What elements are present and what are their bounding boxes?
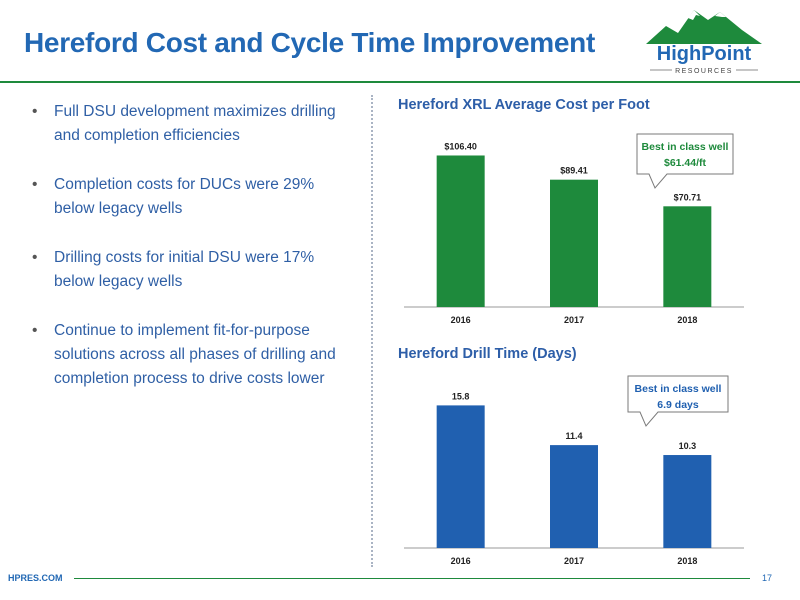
header-rule	[0, 81, 800, 83]
data-label: 10.3	[679, 441, 697, 451]
bar-2017	[550, 445, 598, 548]
data-label: $70.71	[674, 192, 702, 202]
page-number: 17	[762, 573, 773, 583]
callout-text: $61.44/ft	[664, 157, 707, 169]
vertical-divider	[371, 95, 373, 567]
callout-box	[627, 375, 729, 427]
highpoint-logo: HighPoint RESOURCES	[646, 10, 762, 75]
bullet-text: Full DSU development maximizes drilling …	[54, 103, 336, 144]
callout-box	[636, 133, 734, 189]
data-label: $89.41	[560, 166, 588, 176]
bar-2016	[436, 155, 485, 307]
bar-2018	[663, 455, 712, 548]
bullet-text: Drilling costs for initial DSU were 17% …	[54, 249, 315, 290]
callout-text: Best in class well	[635, 383, 722, 395]
page-title: Hereford Cost and Cycle Time Improvement	[24, 27, 595, 58]
data-label: 15.8	[452, 391, 470, 401]
bullet-list: • Full DSU development maximizes drilling…	[30, 100, 350, 416]
data-label: 11.4	[565, 431, 582, 441]
logo-wordmark: HighPoint	[657, 43, 752, 65]
cost-chart-title: Hereford XRL Average Cost per Foot	[398, 97, 650, 113]
x-tick-label: 2017	[564, 556, 584, 566]
bullet-text: Completion costs for DUCs were 29% below…	[54, 176, 315, 217]
cost-per-foot-chart: $106.40 2016 $89.41 2017 $70.71 2018 Best in c…	[404, 133, 744, 325]
bullet-item: • Completion costs for DUCs were 29% belo…	[32, 176, 315, 217]
x-tick-label: 2017	[564, 315, 584, 325]
bullet-item: • Drilling costs for initial DSU were 17%…	[32, 249, 315, 290]
bar-2017	[550, 179, 598, 307]
x-tick-label: 2016	[451, 556, 471, 566]
bar-2016	[436, 405, 485, 548]
footer-rule	[74, 578, 750, 579]
data-label: $106.40	[444, 141, 477, 151]
mountain-icon	[646, 10, 762, 44]
logo-subtitle: RESOURCES	[675, 68, 733, 75]
bullet-item: • Full DSU development maximizes drilling…	[32, 103, 336, 144]
callout-text: Best in class well	[642, 141, 729, 153]
x-tick-label: 2016	[451, 315, 471, 325]
bar-2018	[663, 206, 712, 307]
bullet-text: Continue to implement fit-for-purpose so…	[54, 322, 336, 387]
bullet-item: • Continue to implement fit-for-purpose s…	[32, 322, 336, 387]
callout-text: 6.9 days	[657, 399, 699, 411]
x-tick-label: 2018	[677, 556, 697, 566]
x-tick-label: 2018	[677, 315, 697, 325]
drill-time-chart: 15.8 2016 11.4 2017 10.3 2018 Best in class we…	[404, 375, 744, 566]
footer-site: HPRES.COM	[8, 573, 63, 583]
drill-time-chart-title: Hereford Drill Time (Days)	[398, 346, 577, 362]
